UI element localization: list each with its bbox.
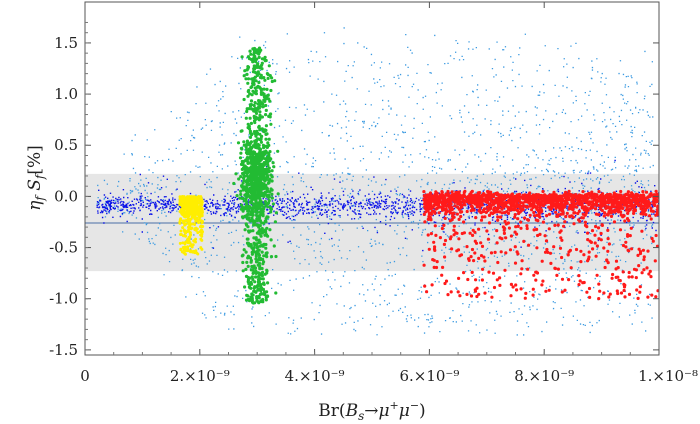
y-axis-title: ηf Sf[%] xyxy=(25,145,47,211)
y-tick-label: 1.5 xyxy=(54,34,78,52)
dark-blue-scan-points xyxy=(96,159,659,252)
ticks-layer xyxy=(84,2,660,355)
x-tick-label: 6.×10⁻⁹ xyxy=(399,367,459,385)
green-points xyxy=(232,46,280,305)
red-points xyxy=(422,189,659,301)
x-tick-label: 8.×10⁻⁹ xyxy=(514,367,574,385)
y-tick-label: 0.5 xyxy=(54,136,78,154)
labels-layer: 0 2.×10⁻⁹ 4.×10⁻⁹ 6.×10⁻⁹ 8.×10⁻⁹ 1.×10⁻⁸ 1.5 1… xyxy=(49,34,698,385)
yellow-points xyxy=(178,195,205,256)
x-tick-label: 2.×10⁻⁹ xyxy=(170,367,230,385)
x-tick-label: 4.×10⁻⁹ xyxy=(285,367,345,385)
y-tick-label: -1.5 xyxy=(49,341,78,359)
x-tick-label: 0 xyxy=(80,367,90,385)
y-tick-label: 0.0 xyxy=(54,187,78,205)
points-layer xyxy=(96,27,659,336)
y-tick-label: -0.5 xyxy=(49,239,78,257)
x-axis-title: Br(Bs→μ+μ−) xyxy=(318,399,425,423)
y-tick-label: 1.0 xyxy=(54,85,78,103)
y-tick-label: -1.0 xyxy=(49,290,78,308)
x-tick-label: 1.×10⁻⁸ xyxy=(638,367,698,385)
